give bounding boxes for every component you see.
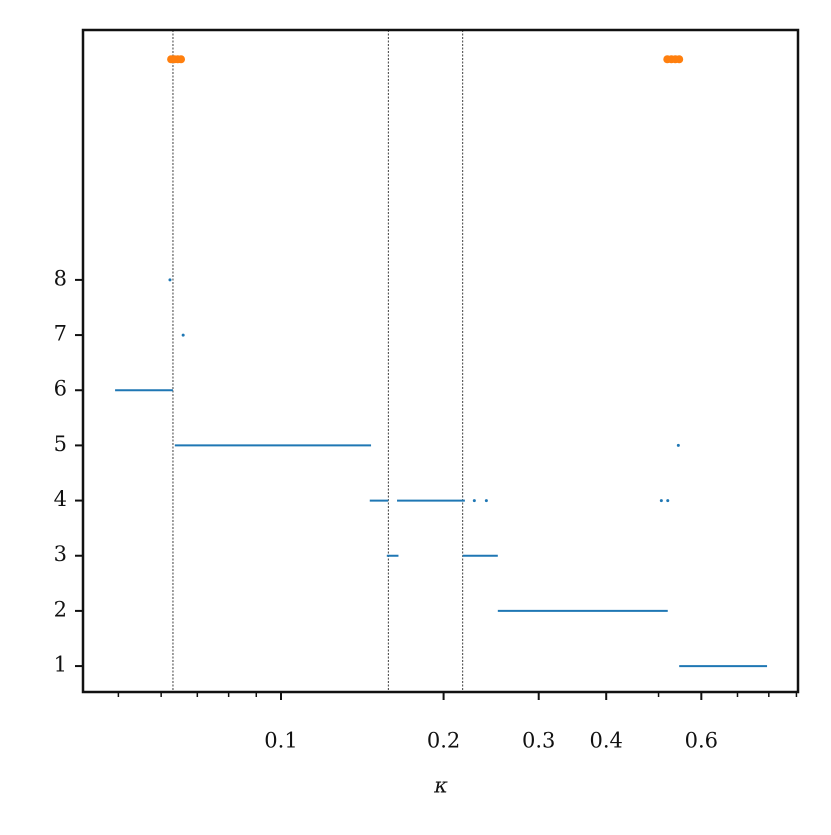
x-tick-label: 0.4: [590, 729, 623, 753]
y-tick-label: 7: [54, 322, 67, 346]
x-axis-label: κ: [433, 774, 448, 798]
point: [676, 443, 680, 447]
point: [181, 333, 185, 337]
point: [484, 499, 488, 503]
point: [168, 278, 172, 282]
y-tick-label: 8: [54, 266, 67, 290]
y-tick-label: 5: [54, 432, 67, 456]
x-tick-label: 0.6: [685, 729, 718, 753]
x-tick-label: 0.2: [427, 729, 460, 753]
y-tick-label: 1: [54, 653, 67, 677]
point: [675, 55, 684, 64]
y-tick-label: 4: [54, 487, 67, 511]
plot-frame: [81, 28, 800, 694]
point: [472, 499, 476, 503]
y-tick-label: 3: [54, 542, 67, 566]
x-tick-label: 0.3: [522, 729, 555, 753]
line-series: [115, 389, 768, 668]
y-tick-label: 6: [54, 377, 67, 401]
point: [177, 55, 186, 64]
y-tick-label: 2: [54, 597, 67, 621]
x-tick-label: 0.1: [264, 729, 297, 753]
point: [659, 499, 663, 503]
point: [666, 499, 670, 503]
